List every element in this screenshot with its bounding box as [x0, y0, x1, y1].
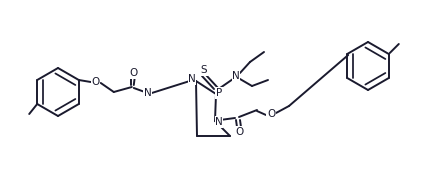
Text: N: N: [232, 71, 240, 81]
Text: O: O: [92, 77, 100, 87]
Text: O: O: [130, 68, 138, 78]
Text: N: N: [144, 88, 151, 98]
Text: N: N: [188, 74, 196, 84]
Text: O: O: [235, 127, 243, 137]
Text: P: P: [216, 88, 222, 98]
Text: S: S: [201, 65, 207, 75]
Text: N: N: [215, 117, 223, 127]
Text: O: O: [267, 109, 275, 119]
